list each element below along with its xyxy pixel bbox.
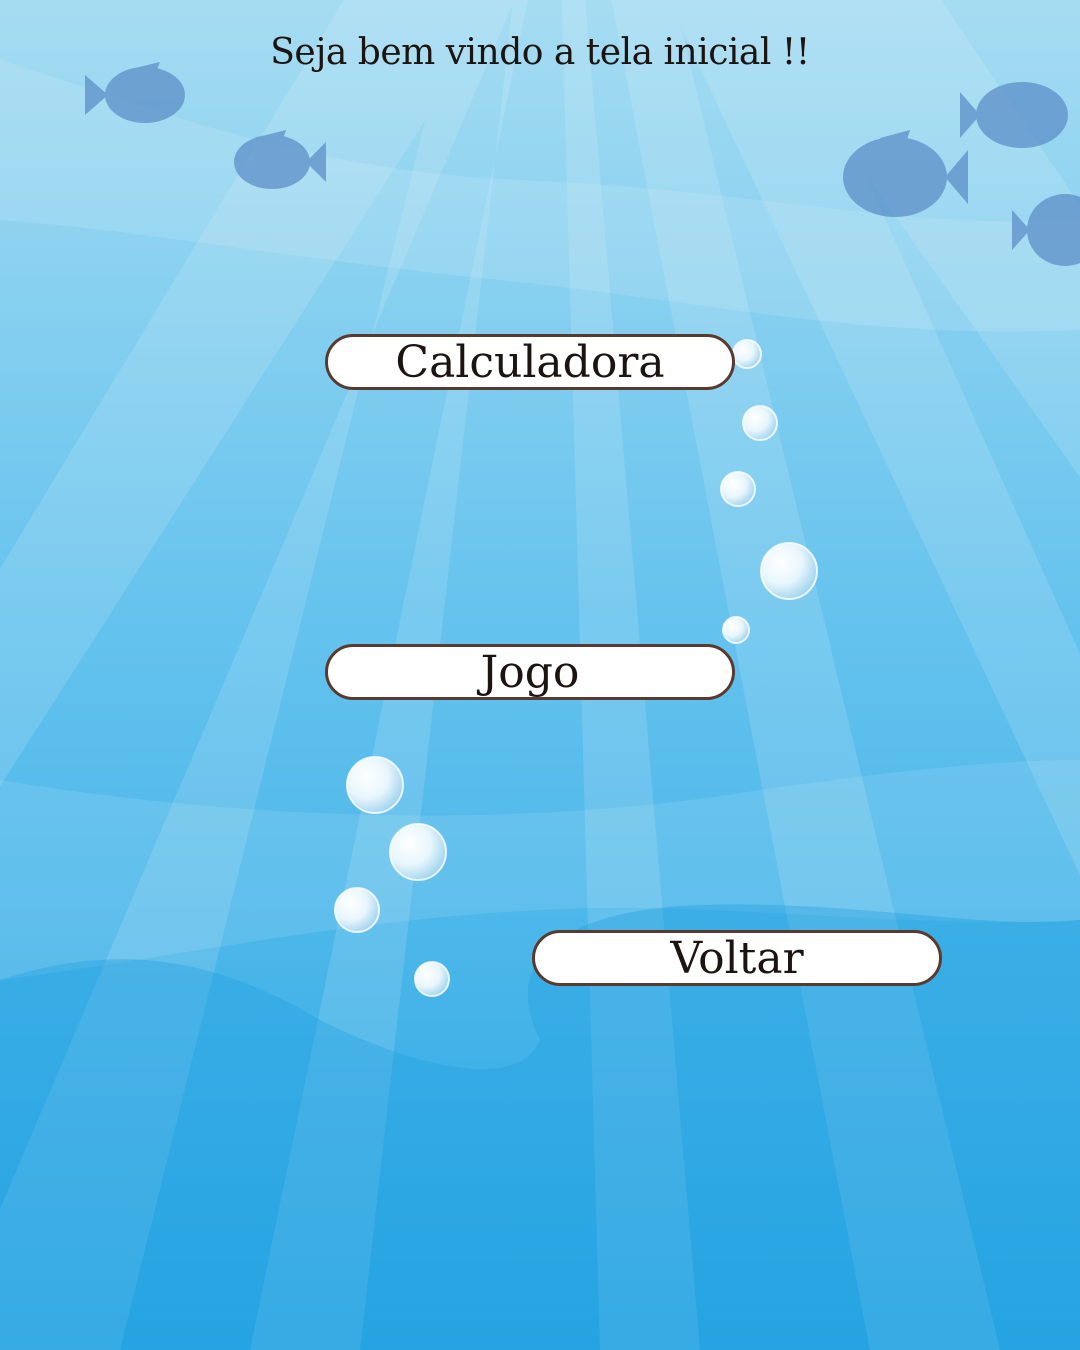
game-button[interactable]: Jogo	[325, 644, 735, 700]
fish-icon	[1012, 194, 1080, 266]
bubble-icon	[334, 887, 380, 933]
bubble-icon	[742, 405, 778, 441]
fish-icon	[234, 130, 326, 189]
fish-icon	[85, 62, 185, 123]
fish-icon	[960, 82, 1068, 148]
bubble-icon	[414, 961, 450, 997]
bubble-icon	[732, 339, 762, 369]
bubble-icon	[722, 616, 750, 644]
bubble-icon	[346, 756, 404, 814]
bubble-icon	[760, 542, 818, 600]
back-button[interactable]: Voltar	[532, 930, 942, 986]
calculator-button[interactable]: Calculadora	[325, 334, 735, 390]
bubble-icon	[720, 471, 756, 507]
fish-icon	[843, 130, 968, 217]
page-title: Seja bem vindo a tela inicial !!	[270, 32, 810, 73]
bubble-icon	[389, 823, 447, 881]
